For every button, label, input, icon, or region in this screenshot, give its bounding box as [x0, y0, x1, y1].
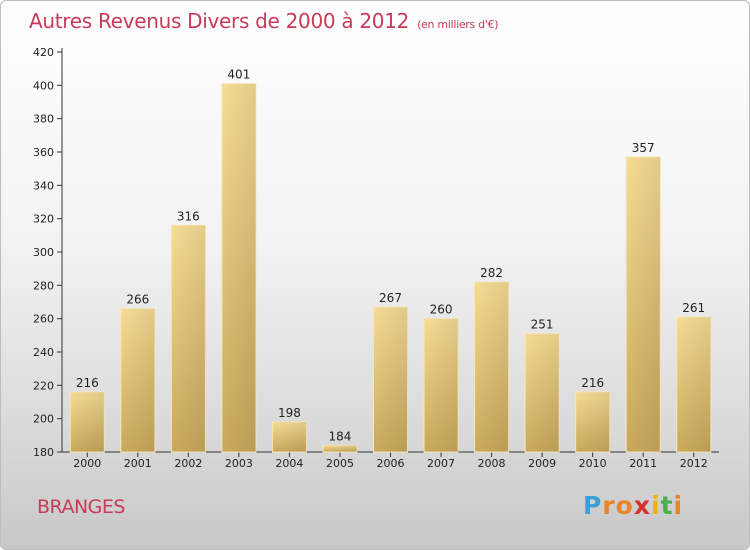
data-label-2006: 267	[379, 291, 402, 305]
y-tick-label: 180	[33, 446, 54, 459]
bar-shade-2010	[575, 392, 610, 452]
x-tick-label-2005: 2005	[326, 457, 354, 470]
bar-shade-2001	[120, 308, 155, 452]
proxiti-logo: Proxiti	[583, 491, 683, 520]
y-tick-label: 260	[33, 313, 54, 326]
bar-shade-2008	[474, 282, 509, 452]
y-tick-label: 420	[33, 46, 54, 59]
x-tick-label-2012: 2012	[680, 457, 708, 470]
data-label-2010: 216	[581, 376, 604, 390]
x-tick-label-2011: 2011	[629, 457, 657, 470]
chart-bars: 216 266 316 401 198 184 267 260 282 251 216 357 261	[69, 68, 712, 453]
bar-shade-2006	[373, 307, 408, 452]
x-tick-label-2004: 2004	[275, 457, 303, 470]
chart-subtitle: (en milliers d'€)	[417, 18, 499, 31]
chart-title: Autres Revenus Divers de 2000 à 2012 (en …	[29, 9, 499, 33]
logo-letter: i	[651, 491, 661, 520]
x-tick-label-2000: 2000	[73, 457, 101, 470]
x-tick-label-2007: 2007	[427, 457, 455, 470]
data-label-2012: 261	[682, 301, 705, 315]
data-label-2011: 357	[632, 141, 655, 155]
place-name: BRANGES	[37, 496, 125, 518]
y-tick-label: 280	[33, 279, 54, 292]
y-tick-label: 300	[33, 246, 54, 259]
x-tick-label-2002: 2002	[174, 457, 202, 470]
x-tick-label-2003: 2003	[225, 457, 253, 470]
bar-shade-2012	[676, 317, 711, 452]
bar-shade-2005	[322, 445, 357, 452]
y-tick-label: 240	[33, 346, 54, 359]
logo-letter: x	[633, 491, 651, 520]
y-tick-label: 340	[33, 179, 54, 192]
x-tick-label-2010: 2010	[579, 457, 607, 470]
data-label-2000: 216	[76, 376, 99, 390]
x-tick-label-2001: 2001	[124, 457, 152, 470]
chart-axes: 180 200 220 240 260 280 300 320 340 360 380 400 420 2…	[33, 46, 719, 470]
data-label-2008: 282	[480, 266, 503, 280]
data-label-2002: 316	[177, 209, 200, 223]
x-tick-label-2008: 2008	[478, 457, 506, 470]
y-tick-label: 400	[33, 79, 54, 92]
data-label-2007: 260	[430, 303, 453, 317]
x-tick-label-2009: 2009	[528, 457, 556, 470]
y-tick-label: 320	[33, 213, 54, 226]
bar-shade-2007	[424, 318, 459, 452]
data-label-2004: 198	[278, 406, 301, 420]
data-label-2009: 251	[531, 318, 554, 332]
bar-shade-2000	[70, 392, 105, 452]
bar-shade-2011	[626, 157, 661, 452]
logo-letter: P	[583, 491, 603, 520]
logo-letter: t	[660, 491, 674, 520]
logo-letter: o	[615, 491, 634, 520]
logo-letter: r	[602, 491, 616, 520]
y-tick-label: 360	[33, 146, 54, 159]
bar-shade-2009	[525, 333, 560, 452]
x-tick-label-2006: 2006	[377, 457, 405, 470]
data-label-2001: 266	[126, 293, 149, 307]
data-label-2005: 184	[329, 429, 352, 443]
data-label-2003: 401	[227, 68, 250, 82]
y-tick-label: 200	[33, 413, 54, 426]
y-tick-label: 380	[33, 113, 54, 126]
chart-title-text: Autres Revenus Divers de 2000 à 2012	[29, 9, 410, 33]
bar-shade-2002	[171, 225, 206, 452]
bar-shade-2004	[272, 422, 307, 452]
logo-letter: i	[673, 491, 684, 520]
bar-shade-2003	[221, 83, 256, 453]
y-tick-label: 220	[33, 379, 54, 392]
